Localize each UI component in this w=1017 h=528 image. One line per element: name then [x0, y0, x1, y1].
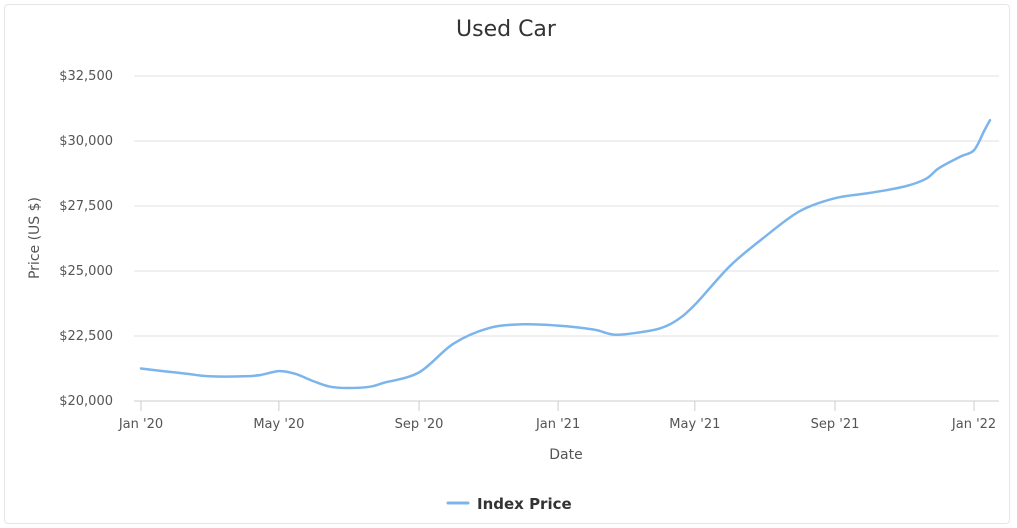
- x-tick-label: Jan '22: [951, 417, 996, 432]
- x-tick-label: May '20: [253, 417, 304, 432]
- x-tick-label: Jan '21: [535, 417, 580, 432]
- legend[interactable]: Index Price: [446, 495, 572, 513]
- gridlines: [134, 75, 999, 337]
- y-tick-label: $25,000: [59, 264, 113, 279]
- series-line-index-price[interactable]: [139, 118, 992, 390]
- y-axis-title: Price (US $): [27, 197, 43, 279]
- x-axis-ticks: Jan '20 May '20 Sep '20 Jan '21 May '21 Sep '…: [118, 401, 996, 432]
- y-axis-tick-labels: $20,000 $22,500 $25,000 $27,500 $30,000 $32,5…: [59, 69, 113, 409]
- x-tick-label: Jan '20: [118, 417, 163, 432]
- x-tick-label: May '21: [669, 417, 720, 432]
- y-tick-label: $30,000: [59, 134, 113, 149]
- y-tick-label: $20,000: [59, 394, 113, 409]
- series-group: [139, 118, 992, 390]
- x-axis-title: Date: [549, 447, 582, 463]
- x-tick-label: Sep '20: [395, 417, 444, 432]
- y-tick-label: $32,500: [59, 69, 113, 84]
- x-tick-label: Sep '21: [811, 417, 860, 432]
- y-tick-label: $27,500: [59, 199, 113, 214]
- y-tick-label: $22,500: [59, 329, 113, 344]
- chart-title: Used Car: [456, 17, 557, 42]
- legend-label-index-price[interactable]: Index Price: [477, 495, 572, 513]
- chart-container: [4, 4, 1010, 524]
